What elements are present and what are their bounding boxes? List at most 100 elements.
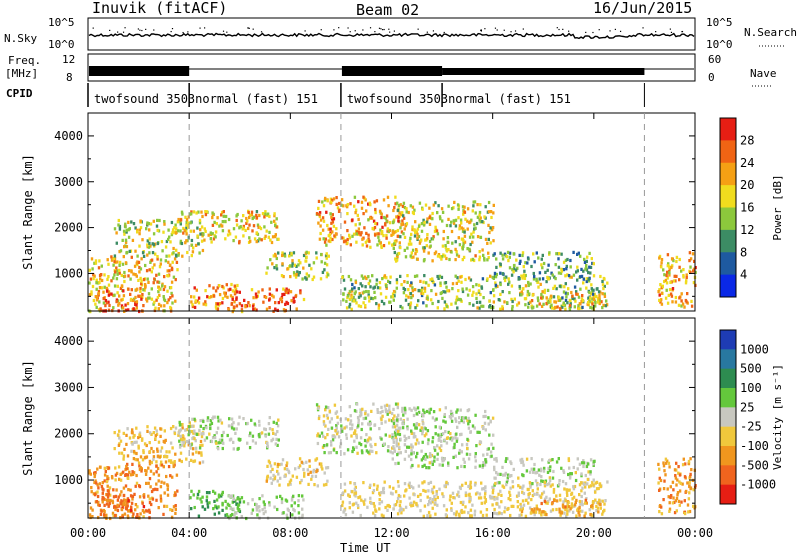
- echo-cell: [221, 284, 224, 289]
- echo-cell: [335, 410, 339, 414]
- echo-cell: [685, 489, 688, 493]
- echo-cell: [410, 242, 413, 246]
- echo-cell: [579, 275, 582, 279]
- echo-cell: [343, 452, 346, 456]
- echo-cell: [486, 258, 489, 262]
- echo-cell: [189, 446, 192, 450]
- echo-cell: [211, 232, 214, 236]
- echo-cell: [407, 242, 411, 246]
- echo-cell: [274, 224, 277, 228]
- echo-cell: [446, 236, 450, 240]
- echo-cell: [671, 501, 675, 505]
- echo-cell: [522, 287, 525, 291]
- echo-cell: [327, 234, 330, 238]
- echo-cell: [561, 296, 564, 300]
- echo-cell: [461, 483, 464, 487]
- echo-cell: [140, 469, 143, 473]
- echo-cell: [224, 513, 227, 517]
- echo-cell: [119, 472, 122, 476]
- echo-cell: [110, 258, 114, 262]
- echo-cell: [559, 498, 562, 502]
- echo-cell: [103, 273, 106, 277]
- echo-cell: [321, 270, 325, 274]
- echo-cell: [376, 232, 379, 236]
- echo-cell: [524, 261, 527, 265]
- echo-cell: [191, 417, 194, 421]
- echo-cell: [324, 436, 327, 440]
- echo-cell: [435, 417, 438, 421]
- echo-cell: [380, 500, 384, 504]
- echo-cell: [370, 445, 373, 449]
- echo-cell: [117, 504, 121, 508]
- echo-cell: [407, 288, 410, 292]
- echo-cell: [387, 204, 390, 208]
- echo-cell: [380, 216, 383, 220]
- echo-cell: [158, 287, 161, 291]
- echo-cell: [576, 252, 579, 256]
- echo-cell: [386, 227, 390, 231]
- echo-cell: [414, 426, 417, 430]
- echo-cell: [444, 420, 447, 424]
- echo-cell: [388, 281, 392, 285]
- nsky-dot: [226, 31, 228, 33]
- echo-cell: [245, 422, 248, 426]
- echo-cell: [136, 458, 139, 462]
- echo-cell: [577, 508, 580, 512]
- echo-cell: [447, 204, 450, 208]
- echo-cell: [297, 494, 301, 498]
- echo-cell: [170, 515, 174, 519]
- echo-cell: [445, 223, 449, 228]
- echo-cell: [481, 463, 485, 468]
- echo-cell: [217, 505, 220, 509]
- echo-cell: [123, 245, 126, 249]
- echo-cell: [419, 493, 422, 497]
- echo-cell: [266, 474, 269, 478]
- echo-cell: [335, 451, 338, 455]
- echo-cell: [524, 284, 528, 288]
- echo-cell: [357, 424, 360, 428]
- echo-cell: [242, 224, 245, 228]
- echo-cell: [110, 292, 113, 296]
- echo-cell: [664, 457, 668, 461]
- echo-cell: [98, 286, 102, 290]
- echo-cell: [125, 230, 128, 234]
- echo-cell: [544, 270, 547, 274]
- echo-cell: [188, 212, 191, 216]
- echo-cell: [405, 210, 408, 214]
- echo-cell: [140, 282, 143, 286]
- echo-cell: [253, 422, 256, 426]
- echo-cell: [124, 499, 127, 503]
- echo-cell: [167, 274, 170, 278]
- echo-cell: [175, 227, 178, 231]
- echo-cell: [147, 466, 150, 470]
- echo-cell: [657, 290, 660, 294]
- echo-cell: [320, 260, 323, 264]
- echo-cell: [687, 510, 690, 514]
- echo-cell: [531, 482, 534, 486]
- echo-cell: [132, 222, 136, 226]
- echo-cell: [125, 250, 129, 255]
- echo-cell: [97, 308, 101, 312]
- echo-cell: [588, 291, 591, 295]
- echo-cell: [267, 459, 271, 463]
- echo-cell: [427, 481, 430, 486]
- echo-cell: [492, 294, 496, 298]
- echo-cell: [153, 487, 157, 491]
- nave-tick-bottom: 0: [708, 71, 715, 84]
- echo-cell: [349, 243, 352, 247]
- echo-cell: [498, 505, 501, 509]
- echo-cell: [190, 295, 193, 299]
- echo-cell: [413, 234, 417, 238]
- echo-cell: [566, 292, 569, 296]
- echo-cell: [118, 477, 121, 481]
- echo-cell: [594, 498, 597, 502]
- echo-cell: [372, 483, 376, 487]
- echo-cell: [388, 408, 391, 412]
- echo-cell: [447, 217, 450, 221]
- echo-cell: [158, 265, 162, 269]
- echo-cell: [248, 236, 251, 240]
- echo-cell: [212, 237, 216, 241]
- echo-cell: [578, 513, 581, 517]
- echo-cell: [530, 264, 533, 269]
- echo-cell: [392, 440, 395, 444]
